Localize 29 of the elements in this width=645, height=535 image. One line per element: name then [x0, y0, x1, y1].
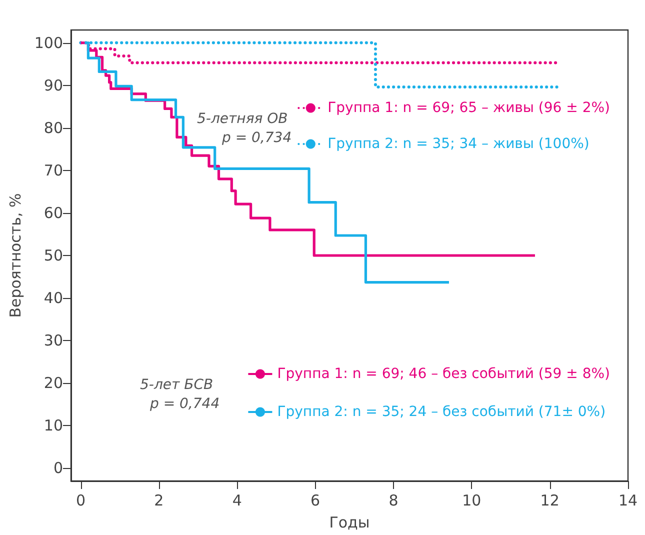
legend-label: Группа 2: n = 35; 24 – без событий (71± 0%): [277, 404, 606, 420]
x-tick-label: 12: [540, 492, 560, 510]
y-tick-label: 60: [44, 204, 63, 222]
x-tick-label: 10: [462, 492, 482, 510]
x-axis-title: Годы: [329, 514, 370, 532]
y-tick-label: 70: [44, 161, 63, 180]
x-tick-label: 0: [76, 492, 86, 510]
legend-label: Группа 1: n = 69; 65 – живы (96 ± 2%): [328, 100, 610, 116]
x-tick-label: 2: [154, 492, 164, 510]
y-tick-label: 10: [44, 416, 63, 435]
annotation: 5-летняя ОВ: [197, 111, 288, 127]
y-tick-label: 80: [44, 118, 63, 137]
y-tick-label: 0: [53, 459, 63, 478]
annotation: p = 0,734: [221, 130, 292, 146]
legend-label: Группа 1: n = 69; 46 – без событий (59 ± 8%): [277, 366, 610, 382]
y-tick-label: 50: [44, 246, 63, 264]
annotation: p = 0,744: [149, 396, 220, 412]
y-tick-label: 40: [44, 289, 63, 308]
annotation: 5-лет БСВ: [140, 377, 214, 393]
y-tick-label: 100: [34, 34, 63, 52]
y-tick-label: 90: [44, 76, 63, 94]
x-tick-label: 14: [618, 492, 638, 510]
y-tick-label: 20: [44, 374, 63, 392]
legend-label: Группа 2: n = 35; 34 – живы (100%): [328, 136, 590, 152]
y-tick-label: 30: [44, 332, 63, 350]
x-tick-label: 8: [388, 492, 398, 510]
x-tick-label: 4: [232, 492, 242, 510]
y-axis-title: Вероятность, %: [6, 193, 24, 318]
x-tick-label: 6: [310, 492, 320, 510]
